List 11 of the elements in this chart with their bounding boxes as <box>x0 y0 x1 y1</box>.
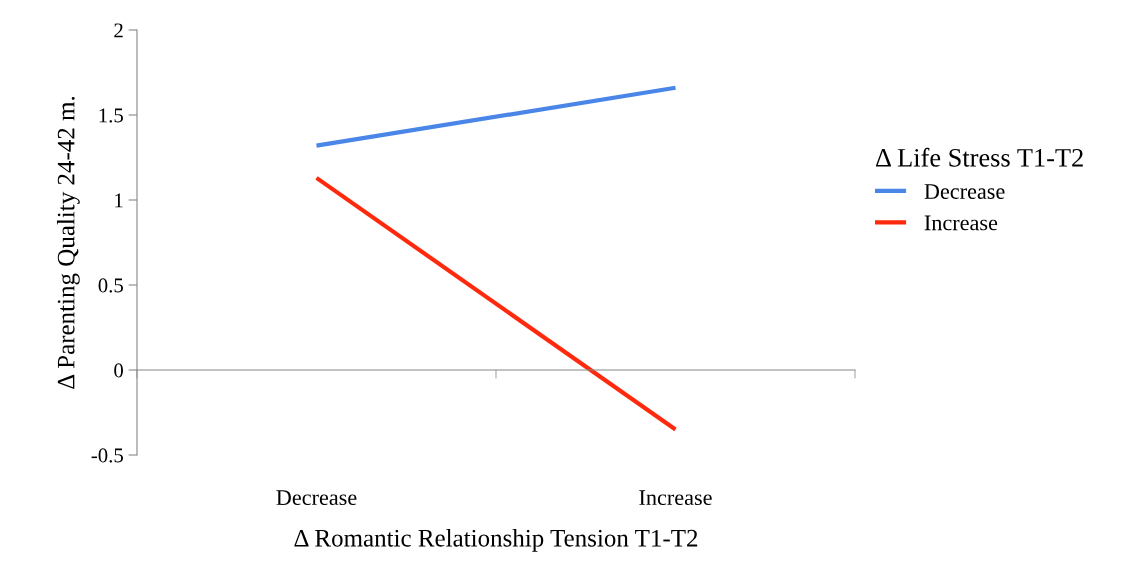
y-tick-label: 0 <box>114 363 124 378</box>
y-axis-title: Δ Parenting Quality 24-42 m. <box>56 96 80 389</box>
y-tick-label: 2 <box>114 23 123 38</box>
legend-title: Δ Life Stress T1-T2 <box>876 147 1083 167</box>
y-tick-label: 1 <box>115 193 123 208</box>
legend-label: Decrease <box>924 184 1005 199</box>
y-tick-label: -0.5 <box>91 448 123 463</box>
legend-label: Increase <box>924 215 998 231</box>
x-axis-title: Δ Romantic Relationship Tension T1-T2 <box>294 529 698 552</box>
y-tick-label: 1.5 <box>99 108 123 123</box>
y-tick-label: 0.5 <box>98 278 123 293</box>
